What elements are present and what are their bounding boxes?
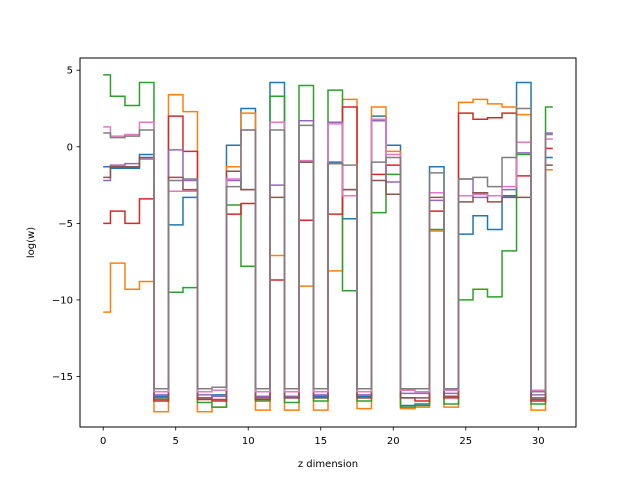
x-tick-label: 20 <box>387 436 400 447</box>
x-axis: 0 5 10 15 20 25 30 <box>100 427 545 447</box>
series-line-6 <box>103 118 553 393</box>
y-tick-label: 0 <box>67 142 73 153</box>
plot-frame <box>79 57 577 428</box>
x-axis-title: z dimension <box>298 459 358 470</box>
series-line-7 <box>103 107 553 393</box>
series-line-5 <box>103 156 553 401</box>
x-tick-label: 15 <box>314 436 327 447</box>
y-tick-label: −5 <box>58 219 73 230</box>
x-tick-label: 5 <box>173 436 179 447</box>
series-layer <box>103 74 553 413</box>
x-tick-label: 0 <box>100 436 106 447</box>
y-tick-label: 5 <box>67 66 73 77</box>
x-tick-label: 25 <box>459 436 472 447</box>
y-axis: 5 0 −5 −10 −15 <box>52 66 80 383</box>
y-axis-title: log(w) <box>26 227 37 258</box>
y-tick-label: −15 <box>52 372 73 383</box>
x-tick-label: 10 <box>242 436 255 447</box>
y-tick-label: −10 <box>52 295 73 306</box>
x-tick-label: 30 <box>532 436 545 447</box>
